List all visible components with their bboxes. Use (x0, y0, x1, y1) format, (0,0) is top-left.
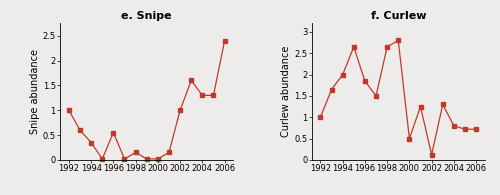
Title: e. Snipe: e. Snipe (122, 11, 172, 21)
Y-axis label: Curlew abundance: Curlew abundance (282, 46, 292, 137)
Y-axis label: Snipe abundance: Snipe abundance (30, 49, 40, 134)
Title: f. Curlew: f. Curlew (370, 11, 426, 21)
